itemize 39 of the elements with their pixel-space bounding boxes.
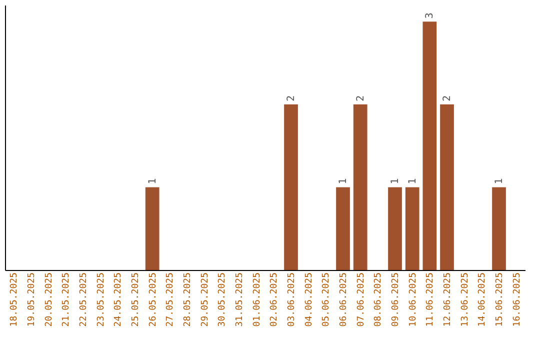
x-tick-label: 04.06.2025 [304,272,314,327]
x-tick-label: 28.05.2025 [183,272,193,327]
x-tick-label: 20.05.2025 [44,272,54,327]
x-tick-label: 23.05.2025 [96,272,106,327]
x-tick-label: 27.05.2025 [166,272,176,327]
data-label: 1 [390,178,401,184]
x-tick-label: 30.05.2025 [218,272,228,327]
x-tick-label: 07.06.2025 [356,272,366,327]
x-tick-label: 11.06.2025 [426,272,436,327]
x-tick-label: 06.06.2025 [339,272,349,327]
x-tick-label: 01.06.2025 [252,272,262,327]
x-tick-label: 10.06.2025 [408,272,418,327]
data-label: 2 [286,95,297,102]
x-tick-label: 18.05.2025 [10,272,20,327]
data-label: 1 [494,178,505,184]
x-tick-label: 09.06.2025 [391,272,401,327]
x-tick-label: 24.05.2025 [114,272,124,327]
data-label: 3 [424,12,436,19]
x-tick-label: 16.06.2025 [512,272,522,327]
x-tick-label: 22.05.2025 [79,272,89,327]
data-label: 2 [355,95,366,102]
x-tick-label: 05.06.2025 [322,272,332,327]
x-tick-label: 15.06.2025 [495,272,505,327]
x-tick-label: 31.05.2025 [235,272,245,327]
x-tick-label: 13.06.2025 [460,272,470,327]
x-tick-label: 14.06.2025 [478,272,488,327]
x-tick-label: 12.06.2025 [443,272,453,327]
x-tick-label: 25.05.2025 [131,272,141,327]
data-label: 2 [442,95,453,102]
x-tick-label: 29.05.2025 [200,272,210,327]
x-tick-label: 21.05.2025 [62,272,72,327]
x-tick-label: 26.05.2025 [148,272,158,327]
x-tick-label: 08.06.2025 [374,272,384,327]
data-label: 1 [338,178,349,184]
x-tick-label: 02.06.2025 [270,272,280,327]
data-label: 1 [407,178,418,184]
x-tick-label: 03.06.2025 [287,272,297,327]
x-tick-label: 19.05.2025 [27,272,37,327]
data-label: 1 [147,178,158,184]
